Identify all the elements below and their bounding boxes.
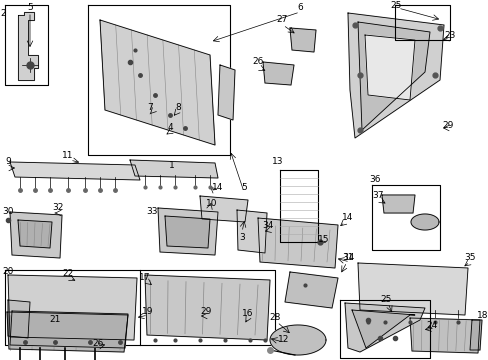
Polygon shape [269, 325, 325, 355]
Text: 26: 26 [252, 58, 263, 67]
Polygon shape [469, 320, 481, 350]
Text: 27: 27 [276, 15, 287, 24]
Polygon shape [10, 162, 140, 180]
Text: 23: 23 [444, 31, 455, 40]
Polygon shape [263, 62, 293, 85]
Polygon shape [218, 65, 235, 120]
Text: 11: 11 [62, 152, 74, 161]
Polygon shape [164, 216, 209, 248]
Text: 21: 21 [49, 315, 61, 324]
Polygon shape [7, 312, 128, 352]
Polygon shape [10, 311, 128, 348]
Text: 25: 25 [380, 296, 391, 305]
Polygon shape [347, 13, 443, 138]
Polygon shape [345, 303, 424, 352]
Text: 14: 14 [342, 213, 353, 222]
Text: 34: 34 [262, 221, 273, 230]
Text: 24: 24 [426, 320, 437, 329]
Polygon shape [130, 160, 218, 178]
Text: 1: 1 [169, 161, 175, 170]
Polygon shape [8, 300, 30, 338]
Text: 16: 16 [242, 310, 253, 319]
Text: 14: 14 [344, 253, 355, 262]
Polygon shape [145, 275, 269, 340]
Polygon shape [237, 210, 266, 253]
Text: 29: 29 [200, 307, 211, 316]
Text: 19: 19 [142, 307, 153, 316]
Text: 31: 31 [342, 253, 353, 262]
Polygon shape [285, 272, 337, 308]
Text: 7: 7 [147, 104, 153, 112]
Polygon shape [351, 310, 414, 348]
Text: 20: 20 [2, 267, 14, 276]
Text: 3: 3 [239, 234, 244, 243]
Text: 13: 13 [272, 158, 283, 166]
Polygon shape [100, 20, 215, 145]
Polygon shape [258, 218, 337, 268]
Text: 37: 37 [371, 192, 383, 201]
Text: 25: 25 [389, 0, 401, 9]
Text: 29: 29 [442, 121, 453, 130]
Polygon shape [357, 22, 429, 130]
Polygon shape [8, 275, 137, 340]
Polygon shape [409, 318, 479, 353]
Text: 35: 35 [463, 253, 475, 262]
Polygon shape [410, 214, 438, 230]
Polygon shape [18, 220, 52, 248]
Polygon shape [200, 196, 247, 222]
Text: 22: 22 [62, 270, 74, 279]
Text: 26: 26 [92, 339, 103, 348]
Polygon shape [158, 208, 218, 255]
Text: 5: 5 [241, 184, 246, 193]
Text: 17: 17 [139, 274, 150, 283]
Text: 9: 9 [5, 158, 11, 166]
Polygon shape [10, 212, 62, 258]
Polygon shape [381, 195, 414, 213]
Polygon shape [18, 12, 38, 80]
Polygon shape [357, 263, 467, 315]
Text: 28: 28 [269, 314, 280, 323]
Text: 14: 14 [212, 184, 223, 193]
Text: 8: 8 [175, 104, 181, 112]
Polygon shape [364, 35, 414, 100]
Text: 12: 12 [278, 336, 289, 345]
Text: 30: 30 [2, 207, 14, 216]
Text: 10: 10 [206, 199, 217, 208]
Text: 4: 4 [167, 123, 172, 132]
Text: 6: 6 [297, 4, 302, 13]
Text: 2: 2 [0, 9, 6, 18]
Text: 15: 15 [318, 235, 329, 244]
Text: 5: 5 [27, 4, 33, 13]
Polygon shape [289, 28, 315, 52]
Text: 33: 33 [146, 207, 158, 216]
Text: 36: 36 [368, 175, 380, 184]
Text: 18: 18 [476, 310, 488, 320]
Text: 32: 32 [52, 203, 63, 212]
